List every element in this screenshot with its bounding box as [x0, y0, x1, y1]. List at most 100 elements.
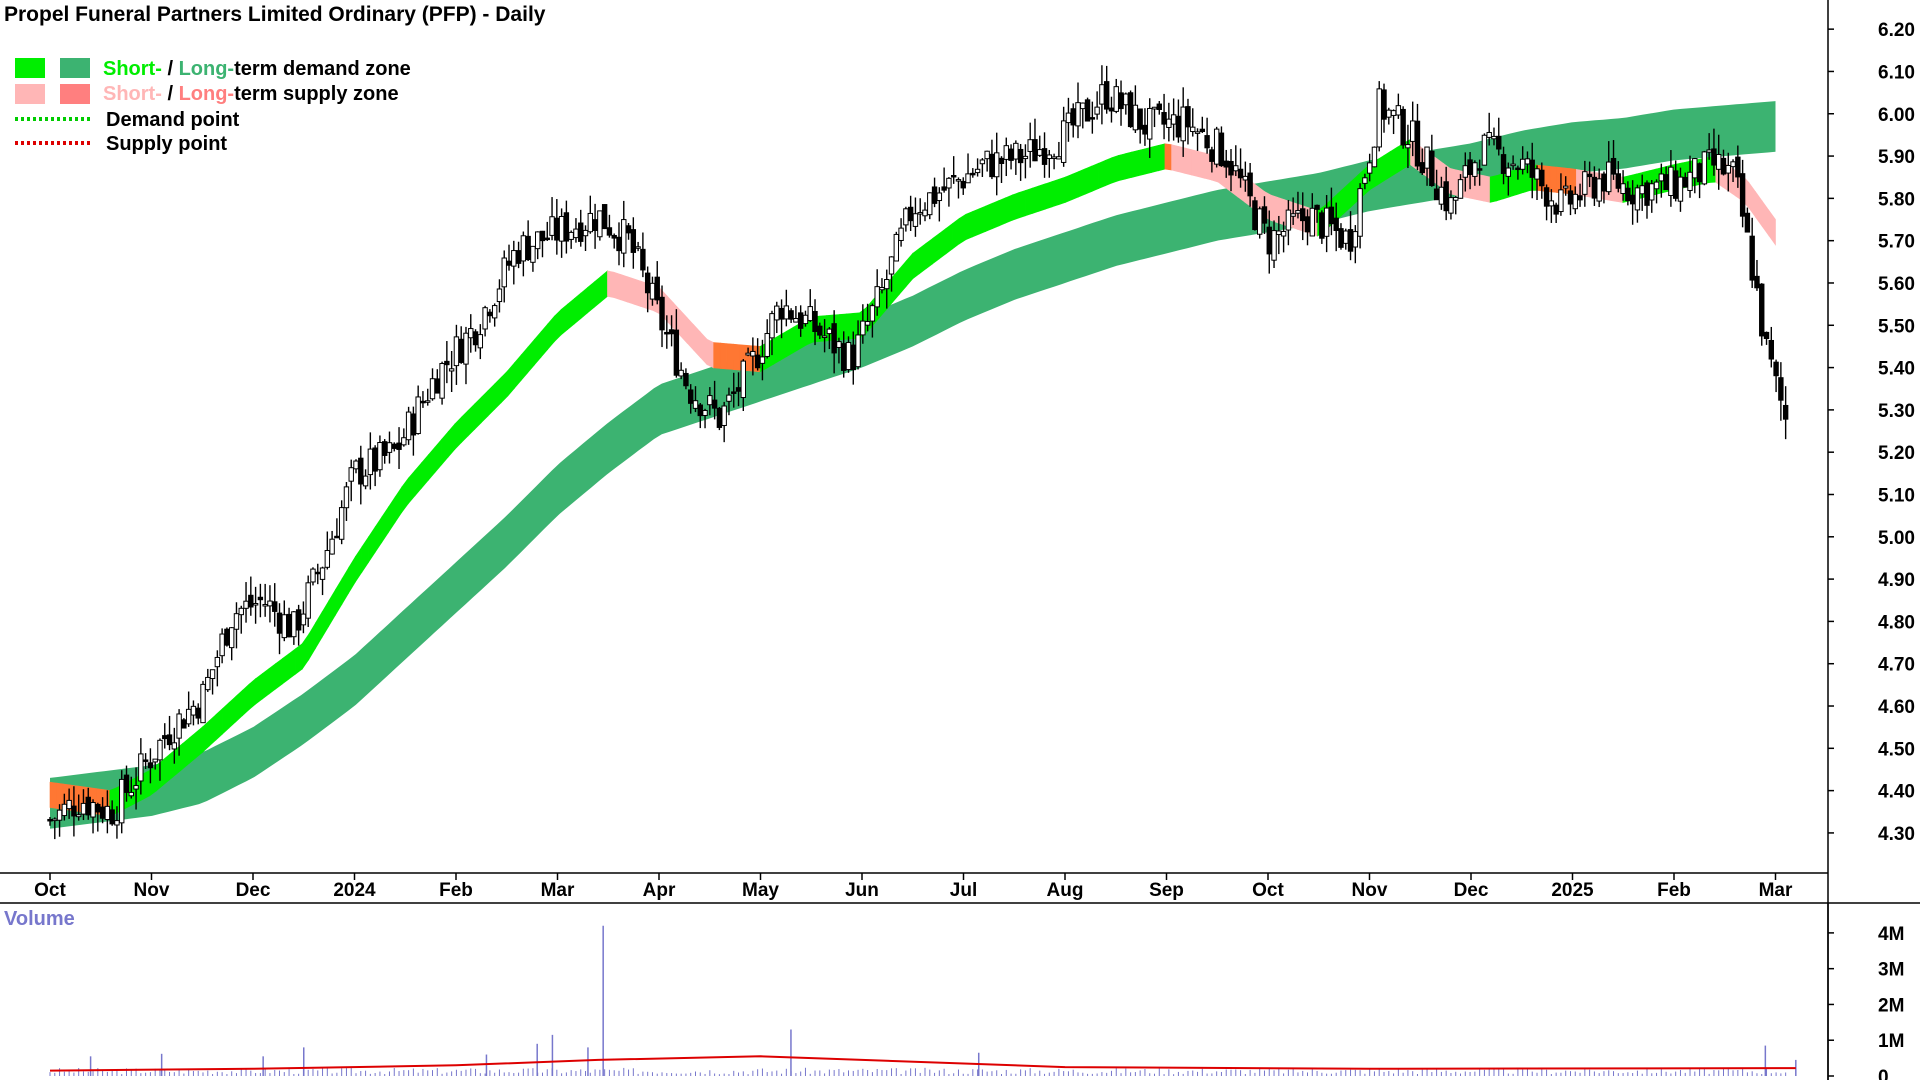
short-term-zone-segment [454, 416, 462, 451]
candle-body [568, 231, 574, 240]
candle-body [1017, 148, 1024, 164]
short-term-zone-segment [222, 701, 230, 735]
short-term-zone-segment [534, 330, 542, 366]
candle-body [1706, 149, 1712, 153]
candle-body [1285, 209, 1292, 231]
short-term-zone-segment [547, 315, 555, 351]
short-term-zone-segment [361, 535, 369, 574]
candle-body [1395, 105, 1402, 116]
short-term-zone-segment [401, 477, 409, 514]
candle-body [353, 460, 359, 470]
short-term-zone-segment [467, 403, 476, 437]
short-term-zone-segment [912, 247, 920, 280]
candle-body [85, 796, 91, 816]
candle-body [998, 157, 1005, 165]
candle-body [1610, 157, 1617, 175]
short-term-zone-segment [1011, 192, 1020, 221]
candle-body [520, 235, 527, 262]
candle-body [683, 372, 689, 387]
candle-body [1644, 182, 1650, 206]
candle-body [644, 272, 651, 294]
candle-body [1199, 128, 1206, 133]
candle-body [171, 742, 178, 750]
price-tick-label: 5.00 [1878, 528, 1915, 549]
candle-body [587, 212, 593, 233]
candle-body [1577, 195, 1583, 201]
candle-body [434, 378, 440, 394]
candle-body [989, 153, 995, 178]
candle-body [841, 343, 847, 371]
candle-body [1051, 156, 1057, 159]
candle-body [1443, 181, 1449, 212]
short-term-zone-segment [494, 376, 502, 411]
candle-body [123, 774, 130, 793]
price-tick-label: 6.00 [1878, 105, 1915, 126]
candle-body [195, 707, 201, 719]
short-term-zone-segment [932, 232, 940, 265]
candle-body [1056, 156, 1062, 160]
candle-body [276, 612, 283, 634]
short-term-zone-segment [1184, 147, 1192, 176]
price-axis-labels: 6.20 6.10 6.00 5.90 5.80 5.70 5.60 5.50 5.40 5.30… [1828, 20, 1915, 845]
candle-body [1692, 158, 1698, 179]
candle-body [635, 246, 641, 249]
candle-body [377, 442, 383, 471]
candle-body [1180, 106, 1186, 142]
candle-body [774, 305, 780, 321]
candle-body [740, 360, 747, 399]
candle-body [1548, 200, 1555, 207]
candle-body [80, 802, 87, 815]
zones-layer [49, 101, 1776, 829]
candle-body [1338, 228, 1344, 248]
short-term-zone-segment [474, 396, 482, 430]
candle-body [1127, 92, 1134, 128]
short-term-zone-segment [215, 707, 223, 741]
short-term-zone-segment [587, 281, 595, 314]
candle-body [955, 179, 962, 182]
candle-body [1137, 108, 1143, 130]
candle-body [1084, 99, 1091, 122]
candle-body [1558, 189, 1564, 213]
short-term-zone-segment [49, 781, 57, 809]
candle-body [1166, 118, 1172, 128]
candle-body [1247, 172, 1253, 197]
short-term-zone-segment [262, 668, 270, 700]
candle-body [1223, 160, 1229, 168]
candle-body [429, 378, 436, 400]
short-term-zone-segment [202, 720, 210, 753]
short-term-zone-segment [620, 274, 628, 303]
candle-body [1113, 86, 1119, 112]
candle-body [1156, 103, 1162, 111]
candle-body [1438, 186, 1445, 205]
short-term-zone-segment [321, 599, 330, 639]
legend-supply-zone: Short- / Long-term supply zone [103, 83, 399, 105]
short-term-zone-segment [142, 769, 150, 800]
short-term-zone-segment [341, 566, 349, 606]
candle-body [147, 762, 154, 769]
date-tick-label: Mar [541, 880, 575, 901]
candle-body [1185, 106, 1191, 128]
candle-body [324, 550, 331, 568]
candle-body [664, 331, 670, 335]
short-term-zone-segment [1197, 150, 1206, 179]
candle-body [468, 328, 474, 339]
date-tick-label: Jul [950, 880, 977, 901]
candle-body [1405, 144, 1411, 149]
short-term-zone-segment [1549, 166, 1557, 193]
candle-body [477, 334, 484, 349]
candle-body [1586, 173, 1593, 178]
candle-body [1749, 235, 1755, 281]
candle-body [1563, 185, 1569, 189]
candle-body [138, 753, 144, 782]
candle-body [1304, 216, 1311, 233]
candle-body [491, 305, 498, 319]
date-tick-label: Feb [1657, 880, 1691, 901]
candle-body [1639, 185, 1645, 195]
price-tick-label: 4.50 [1878, 739, 1915, 760]
candle-body [61, 803, 68, 817]
candle-body [482, 307, 488, 330]
legend-swatch-short-demand [15, 58, 45, 78]
candle-body [1233, 165, 1239, 172]
date-tick-label: Sep [1149, 880, 1184, 901]
short-term-zone-segment [461, 409, 469, 444]
